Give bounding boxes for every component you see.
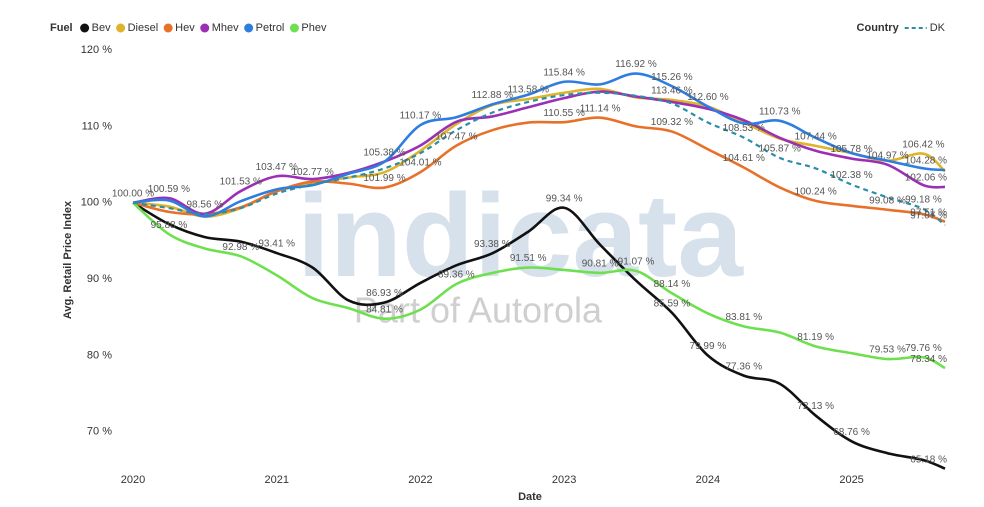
data-label: 104.61 % <box>723 153 765 164</box>
data-label: 106.42 % <box>902 139 944 150</box>
y-tick-label: 100 % <box>81 197 112 209</box>
data-label: 116.92 % <box>615 59 657 70</box>
data-label: 89.36 % <box>438 270 475 281</box>
data-label: 81.19 % <box>797 332 834 343</box>
data-label: 100.00 % <box>112 188 154 199</box>
x-tick-label: 2024 <box>696 474 720 486</box>
legend-label: Hev <box>175 22 195 34</box>
data-label: 100.59 % <box>148 184 190 195</box>
x-tick-label: 2022 <box>408 474 432 486</box>
data-label: 104.28 % <box>905 156 947 167</box>
data-label: 110.55 % <box>543 108 585 119</box>
data-label: 72.13 % <box>797 401 834 412</box>
data-label: 110.73 % <box>759 106 801 117</box>
data-label: 79.76 % <box>905 343 942 354</box>
data-label: 104.01 % <box>399 158 441 169</box>
line-series <box>132 201 946 370</box>
legend-label: DK <box>930 22 946 34</box>
data-label: 102.77 % <box>292 167 334 178</box>
data-label: 79.99 % <box>690 341 727 352</box>
y-tick-label: 110 % <box>82 120 113 132</box>
data-label: 86.93 % <box>366 288 403 299</box>
legend-title: Country <box>857 22 900 34</box>
data-label: 115.26 % <box>651 72 693 83</box>
data-label: 88.14 % <box>654 279 691 290</box>
legend-label: Petrol <box>256 22 285 34</box>
data-label: 79.53 % <box>869 345 906 356</box>
data-label: 101.53 % <box>220 177 262 188</box>
data-label: 99.18 % <box>905 195 942 206</box>
legend-marker <box>116 23 126 33</box>
legend-marker <box>244 23 254 33</box>
data-label: 103.47 % <box>256 162 298 173</box>
data-label: 102.38 % <box>830 170 872 181</box>
line-series <box>132 90 946 216</box>
legend-label: Mhev <box>212 22 239 34</box>
data-label: 105.78 % <box>830 144 872 155</box>
line-series <box>132 91 946 226</box>
data-label: 91.51 % <box>510 253 547 264</box>
watermark-subtitle: Part of Autorola <box>354 290 603 331</box>
data-label: 90.81 % <box>582 259 619 270</box>
data-label: 115.84 % <box>543 67 585 78</box>
line-series <box>132 116 946 223</box>
data-label: 78.34 % <box>910 354 947 365</box>
x-tick-label: 2020 <box>121 474 145 486</box>
y-tick-label: 80 % <box>87 349 112 361</box>
data-label: 107.44 % <box>795 132 837 143</box>
data-label: 100.24 % <box>795 187 837 198</box>
data-label: 97.07 % <box>910 211 947 222</box>
data-label: 112.60 % <box>687 92 729 103</box>
data-label: 98.56 % <box>187 199 224 210</box>
y-tick-label: 70 % <box>87 426 112 438</box>
data-label: 77.36 % <box>725 361 762 372</box>
legend-label: Diesel <box>128 22 159 34</box>
data-label: 83.81 % <box>725 312 762 323</box>
line-series <box>132 72 946 218</box>
data-label: 109.32 % <box>651 117 693 128</box>
data-label: 84.81 % <box>366 304 403 315</box>
x-axis-label: Date <box>518 491 542 503</box>
data-label: 68.76 % <box>833 427 870 438</box>
data-label: 65.18 % <box>910 454 947 465</box>
legend-marker <box>200 23 210 33</box>
data-label: 93.41 % <box>258 239 295 250</box>
x-tick-label: 2021 <box>264 474 288 486</box>
data-label: 104.97 % <box>866 150 908 161</box>
data-label: 101.99 % <box>363 173 405 184</box>
data-label: 108.53 % <box>723 123 765 134</box>
line-series <box>132 201 946 470</box>
data-label: 99.08 % <box>869 195 906 206</box>
data-label: 113.58 % <box>507 85 549 96</box>
data-label: 105.87 % <box>759 144 801 155</box>
legend-label: Bev <box>92 22 111 34</box>
data-label: 91.07 % <box>618 257 655 268</box>
data-label: 85.59 % <box>654 298 691 309</box>
data-label: 112.88 % <box>472 90 514 101</box>
y-axis-label: Avg. Retail Price Index <box>62 200 74 319</box>
x-tick-label: 2025 <box>839 474 863 486</box>
data-label: 113.46 % <box>651 86 693 97</box>
legend-marker <box>163 23 173 33</box>
data-label: 92.98 % <box>222 242 259 253</box>
y-tick-label: 120 % <box>81 44 112 56</box>
data-label: 105.38 % <box>363 147 405 158</box>
data-label: 107.47 % <box>435 131 477 142</box>
legend-title: Fuel <box>50 22 73 34</box>
data-label: 111.14 % <box>580 103 621 114</box>
legend-marker <box>289 23 299 33</box>
data-label: 110.17 % <box>400 111 442 122</box>
data-label: 102.06 % <box>905 173 947 184</box>
x-tick-label: 2023 <box>552 474 576 486</box>
y-tick-label: 90 % <box>87 273 112 285</box>
data-label: 99.34 % <box>546 193 583 204</box>
data-label: 93.38 % <box>474 239 511 250</box>
data-label: 97.51 % <box>910 207 947 218</box>
legend-label: Phev <box>301 22 327 34</box>
data-label: 95.88 % <box>151 220 188 231</box>
legend-marker <box>80 23 90 33</box>
